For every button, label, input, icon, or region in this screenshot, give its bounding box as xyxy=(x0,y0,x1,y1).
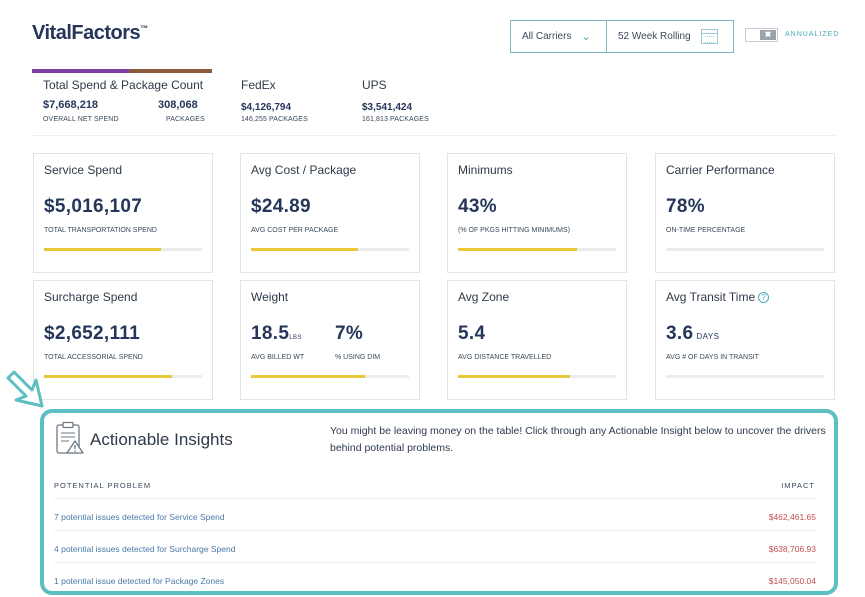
progress-bar xyxy=(458,375,616,378)
card-subtitle: TOTAL ACCESSORIAL SPEND xyxy=(44,354,143,361)
insights-message: You might be leaving money on the table!… xyxy=(330,425,826,454)
card-subtitle: AVG # OF DAYS IN TRANSIT xyxy=(666,354,759,361)
transit-value: 3.6 xyxy=(666,323,694,344)
card-carrier-performance[interactable]: Carrier Performance 78% ON-TIME PERCENTA… xyxy=(655,153,835,273)
card-value: 78% xyxy=(666,196,705,217)
card-subtitle: TOTAL TRANSPORTATION SPEND xyxy=(44,227,157,234)
toggle-off-icon: ✖ xyxy=(760,30,776,40)
card-value-transit: 3.6 DAYS xyxy=(666,323,720,345)
progress-fill xyxy=(251,375,365,378)
card-title: Carrier Performance xyxy=(666,163,775,177)
progress-bar xyxy=(666,375,824,378)
card-title: Minimums xyxy=(458,163,513,177)
column-header-problem: POTENTIAL PROBLEM xyxy=(54,481,152,490)
carrier-dropdown[interactable]: All Carriers ⌄ xyxy=(511,21,607,52)
transit-unit: DAYS xyxy=(696,332,720,341)
card-value: $24.89 xyxy=(251,196,311,217)
card-title: Weight xyxy=(251,290,289,304)
filter-controls: All Carriers ⌄ 52 Week Rolling xyxy=(510,20,734,53)
progress-fill xyxy=(458,248,577,251)
date-range-label: 52 Week Rolling xyxy=(618,31,691,42)
column-header-impact: IMPACT xyxy=(781,481,815,490)
card-value: 5.4 xyxy=(458,323,486,344)
carrier-ups-name[interactable]: UPS xyxy=(362,78,387,92)
progress-fill xyxy=(44,375,172,378)
fedex-color-stripe xyxy=(32,69,129,73)
card-value: $2,652,111 xyxy=(44,323,140,344)
card-value-weight: 18.5LBS xyxy=(251,323,302,345)
card-title: Avg Transit Time xyxy=(666,290,756,304)
brand-name: VitalFactors xyxy=(32,22,141,44)
progress-fill xyxy=(251,248,359,251)
carrier-ups-spend: $3,541,424 xyxy=(362,102,413,113)
date-range-picker[interactable]: 52 Week Rolling xyxy=(607,21,718,52)
brand-logo[interactable]: VitalFactors™ xyxy=(32,22,148,45)
insight-link[interactable]: 4 potential issues detected for Surcharg… xyxy=(54,544,236,554)
insight-link[interactable]: 7 potential issues detected for Service … xyxy=(54,512,225,522)
arrow-down-right-icon xyxy=(6,370,44,408)
insight-impact: $145,050.04 xyxy=(768,576,816,586)
card-title-row: Avg Transit Time? xyxy=(666,290,770,304)
card-weight[interactable]: Weight 18.5LBS 7% AVG BILLED WT % USING … xyxy=(240,280,420,400)
weight-unit: LBS xyxy=(289,335,303,341)
summary-divider xyxy=(32,135,835,136)
annualized-toggle[interactable]: ✖ xyxy=(745,28,778,42)
progress-bar xyxy=(666,248,824,251)
actionable-insights-panel: Actionable Insights You might be leaving… xyxy=(40,409,838,595)
progress-fill xyxy=(44,248,161,251)
progress-bar xyxy=(44,248,202,251)
carrier-fedex-spend: $4,126,794 xyxy=(241,102,292,113)
packages-value: 308,068 xyxy=(158,99,198,111)
insight-impact: $638,706.93 xyxy=(768,544,816,554)
card-subtitle: (% OF PKGS HITTING MINIMUMS) xyxy=(458,227,570,234)
card-subtitle: AVG DISTANCE TRAVELLED xyxy=(458,354,552,361)
carrier-ups-packages: 161,813 PACKAGES xyxy=(362,116,429,123)
progress-bar xyxy=(251,248,409,251)
card-subtitle: AVG BILLED WT xyxy=(251,354,305,361)
insight-row[interactable]: 1 potential issue detected for Package Z… xyxy=(54,562,816,591)
info-icon[interactable]: ? xyxy=(758,292,770,303)
packages-label: PACKAGES xyxy=(166,116,205,123)
card-title: Avg Zone xyxy=(458,290,510,304)
insight-link[interactable]: 1 potential issue detected for Package Z… xyxy=(54,576,225,586)
card-subtitle: AVG COST PER PACKAGE xyxy=(251,227,339,234)
card-title: Surcharge Spend xyxy=(44,290,138,304)
card-service-spend[interactable]: Service Spend $5,016,107 TOTAL TRANSPORT… xyxy=(33,153,213,273)
progress-bar xyxy=(44,375,202,378)
weight-value: 18.5 xyxy=(251,323,290,344)
card-avg-cost-package[interactable]: Avg Cost / Package $24.89 AVG COST PER P… xyxy=(240,153,420,273)
trademark-mark: ™ xyxy=(140,24,148,33)
carrier-dropdown-label: All Carriers xyxy=(522,31,572,42)
insight-row[interactable]: 4 potential issues detected for Surcharg… xyxy=(54,530,816,561)
clipboard-warning-icon xyxy=(56,421,84,454)
card-avg-zone[interactable]: Avg Zone 5.4 AVG DISTANCE TRAVELLED xyxy=(447,280,627,400)
insights-title: Actionable Insights xyxy=(90,430,233,449)
progress-bar xyxy=(251,375,409,378)
net-spend-value: $7,668,218 xyxy=(43,99,99,111)
card-subtitle-dim: % USING DIM xyxy=(335,354,381,361)
progress-bar xyxy=(458,248,616,251)
card-title: Avg Cost / Package xyxy=(251,163,357,177)
annualized-label: ANNUALIZED xyxy=(785,31,840,38)
insight-impact: $462,461.65 xyxy=(768,512,816,522)
summary-title: Total Spend & Package Count xyxy=(43,78,204,92)
dim-percent-value: 7% xyxy=(335,323,364,344)
card-value: $5,016,107 xyxy=(44,196,143,217)
insight-row[interactable]: 7 potential issues detected for Service … xyxy=(54,498,816,529)
card-subtitle: ON-TIME PERCENTAGE xyxy=(666,227,746,234)
card-title: Service Spend xyxy=(44,163,123,177)
progress-fill xyxy=(458,375,571,378)
chevron-down-icon: ⌄ xyxy=(581,31,591,43)
carrier-fedex-name[interactable]: FedEx xyxy=(241,78,276,92)
ups-color-stripe xyxy=(129,69,212,73)
carrier-fedex-packages: 146,255 PACKAGES xyxy=(241,116,308,123)
card-avg-transit-time[interactable]: Avg Transit Time? 3.6 DAYS AVG # OF DAYS … xyxy=(655,280,835,400)
card-surcharge-spend[interactable]: Surcharge Spend $2,652,111 TOTAL ACCESSO… xyxy=(33,280,213,400)
calendar-icon xyxy=(700,29,718,44)
net-spend-label: OVERALL NET SPEND xyxy=(43,116,119,123)
card-minimums[interactable]: Minimums 43% (% OF PKGS HITTING MINIMUMS… xyxy=(447,153,627,273)
card-value: 43% xyxy=(458,196,497,217)
